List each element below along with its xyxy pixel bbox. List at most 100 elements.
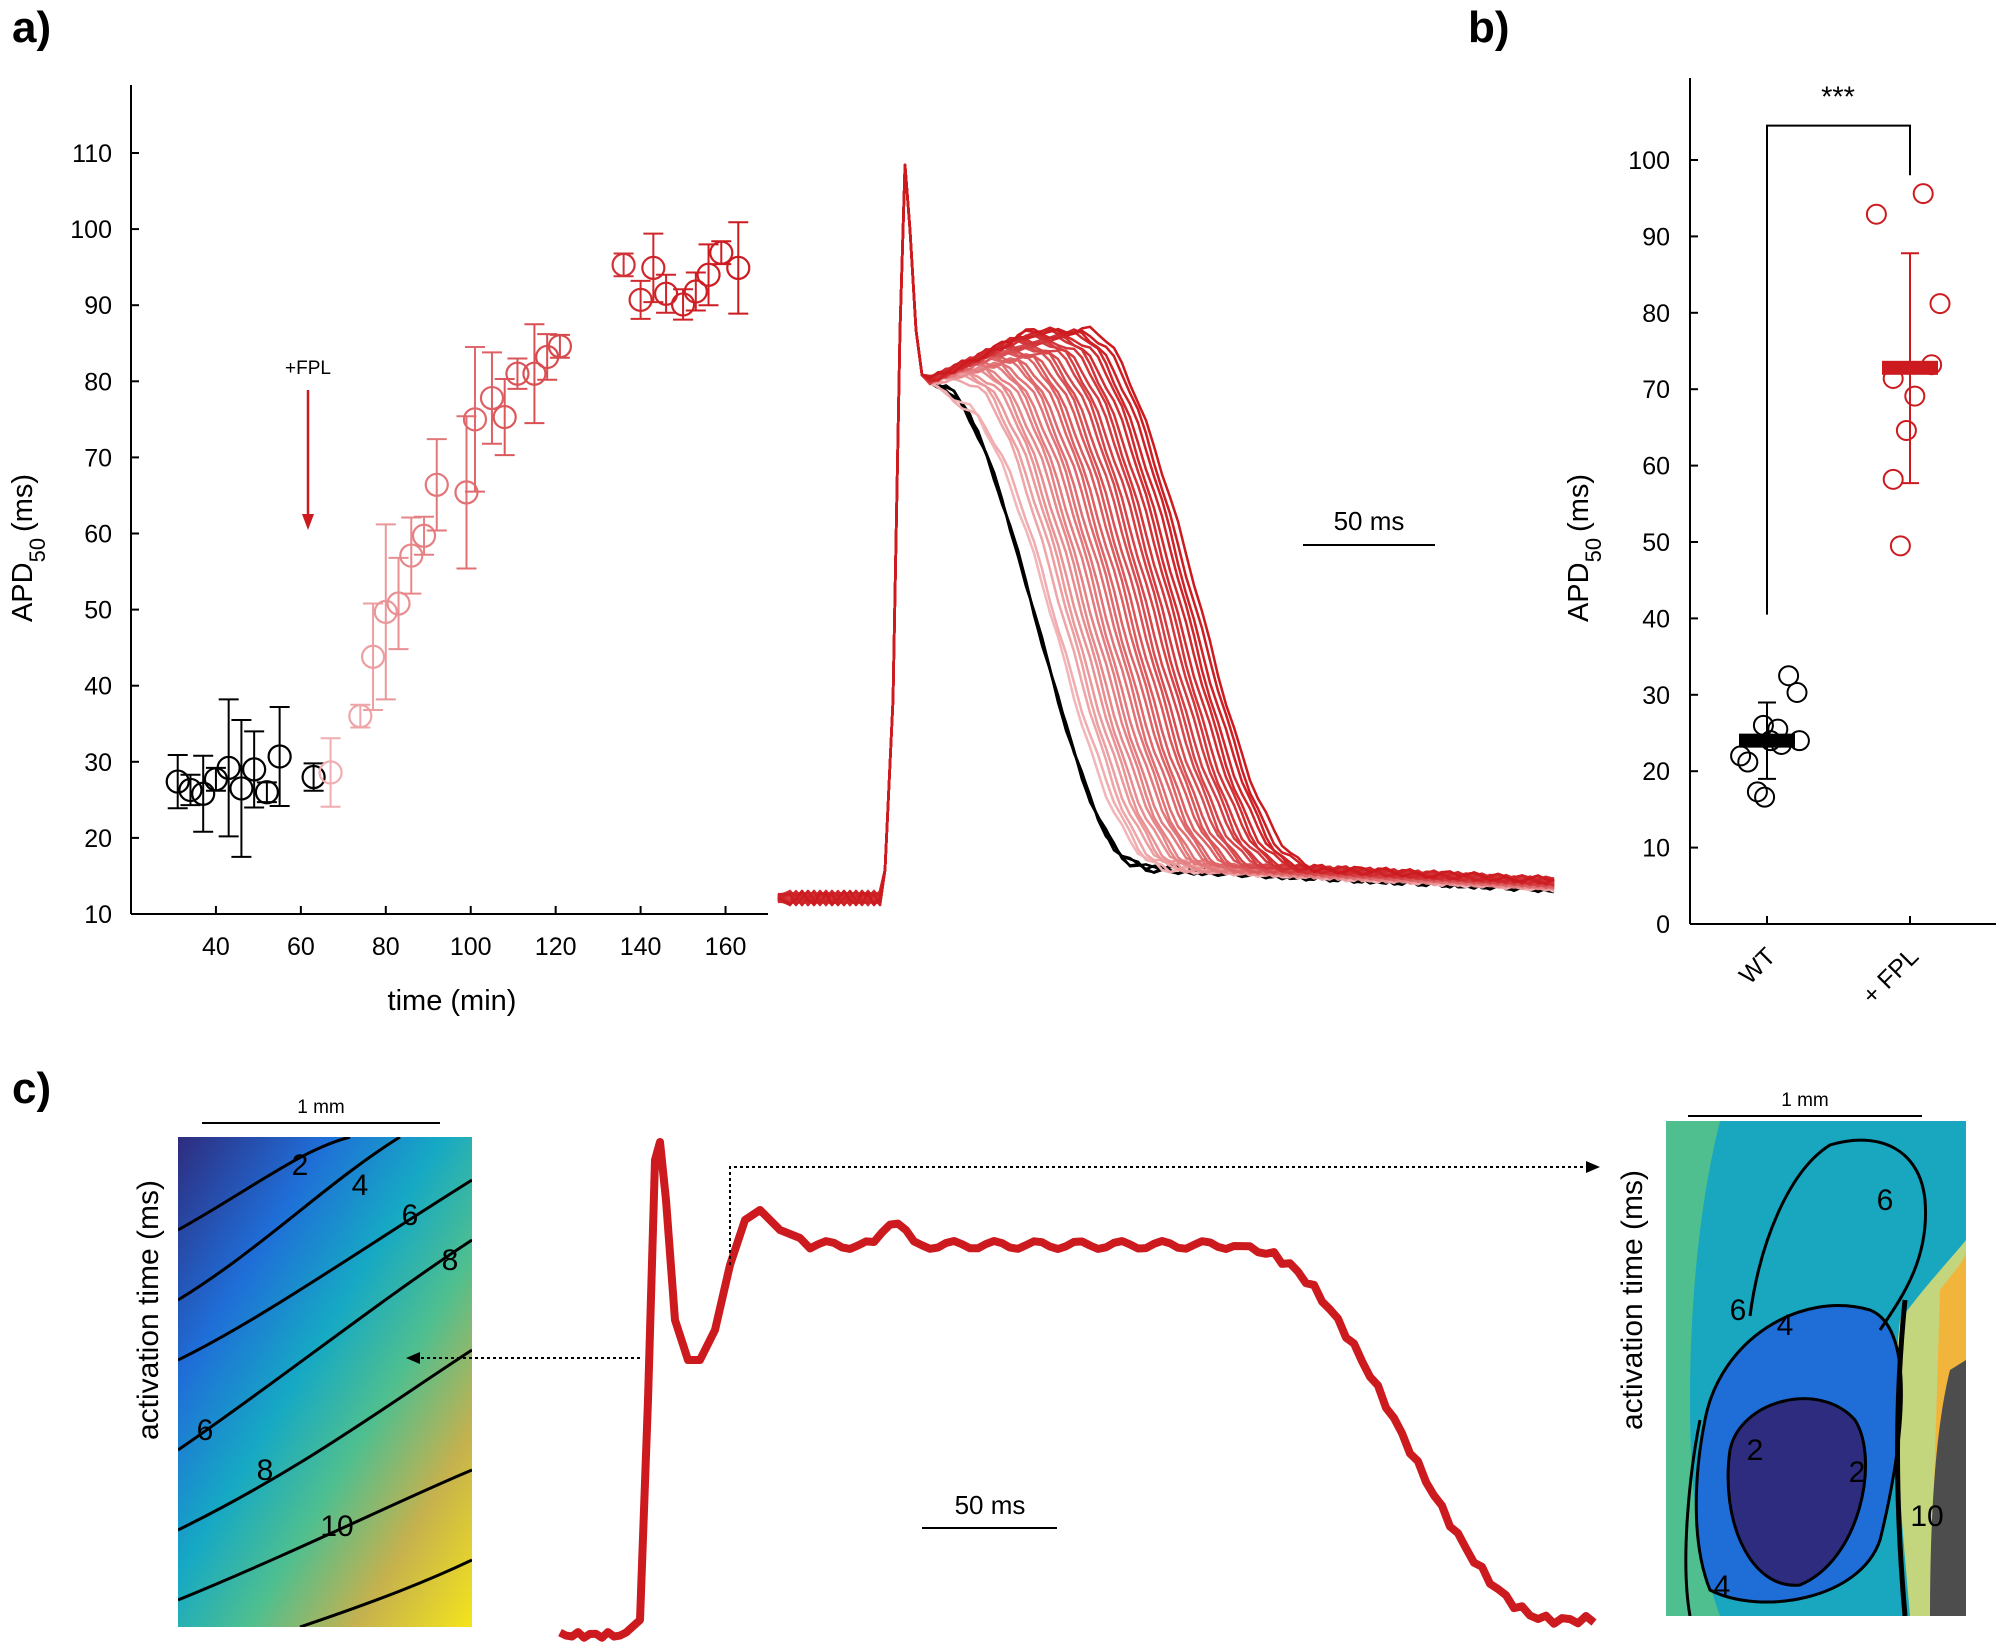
a-x-tick-label: 140: [620, 933, 662, 961]
a-data-point: [178, 777, 203, 803]
b-y-axis-label: APD50(ms): [1563, 474, 1606, 622]
b-x-tick-label: + FPL: [1857, 942, 1925, 1010]
a-data-point: [683, 279, 708, 304]
panel-label-a: a): [12, 3, 51, 52]
b-data-point: [1767, 718, 1789, 740]
significance-bracket: [1766, 124, 1911, 615]
a-data-point: [547, 334, 573, 359]
a-y-tick-label: 100: [70, 216, 112, 244]
c-left-contour-label: 8: [442, 1244, 459, 1277]
a-data-point: [165, 769, 190, 794]
a-x-axis-label: time (min): [388, 985, 517, 1017]
a-y-tick-label: 20: [84, 825, 112, 853]
c-right-heatmap: [1666, 1121, 1966, 1616]
panel-a-timecourse: 10 20 30 40 50 60 70 80 90 100 110 40 60 80 100 120 140…: [7, 85, 768, 1017]
b-y-tick-label: 90: [1642, 223, 1670, 251]
b-y-ticks: 0 10 20 30 40 50 60 70 80 90 100: [1628, 147, 1698, 939]
c-right-contour-label: 6: [1730, 1294, 1747, 1327]
a-data-point: [492, 404, 517, 430]
a-data-point: [505, 361, 530, 386]
significance-stars: ***: [1821, 82, 1855, 114]
b-x-tick-label: WT: [1734, 942, 1781, 989]
a-x-tick-label: 80: [372, 933, 400, 961]
a-data-point: [696, 262, 721, 287]
b-data-points: [1730, 183, 1951, 808]
b-y-tick-label: 40: [1642, 605, 1670, 633]
panel-a-traces: 50 ms: [777, 163, 1555, 907]
b-data-point: [1760, 730, 1782, 752]
c-right-contour-label: 4: [1777, 1309, 1794, 1342]
b-data-point: [1730, 745, 1752, 767]
b-data-point: [1882, 468, 1904, 490]
c-right-scalebar-label: 1 mm: [1781, 1090, 1829, 1111]
a-data-point: [424, 472, 449, 497]
b-data-point: [1770, 733, 1792, 755]
panel-c-trace: 50 ms: [406, 1138, 1600, 1642]
a-y-tick-label: 10: [84, 901, 112, 929]
c-left-heatmap: [178, 1137, 472, 1627]
c-arrow-right-head: [1586, 1161, 1600, 1173]
b-data-point: [1737, 751, 1759, 773]
c-ap-trace: [558, 1138, 1597, 1642]
a-y-ticks: 10 20 30 40 50 60 70 80 90 100 110: [70, 140, 139, 929]
a-data-point: [726, 255, 751, 281]
a-data-points: [165, 221, 751, 858]
c-left-contour-label: 10: [320, 1510, 353, 1543]
c-left-contour-label: 8: [257, 1454, 274, 1487]
b-data-point: [1746, 781, 1768, 803]
a-y-tick-label: 110: [72, 140, 112, 168]
a-x-tick-label: 100: [450, 933, 492, 961]
b-data-point: [1882, 368, 1904, 390]
c-left-contour-label: 6: [197, 1414, 214, 1447]
a-y-axis-label: APD50(ms): [7, 474, 50, 622]
a-data-point: [641, 255, 666, 281]
a-data-point: [216, 755, 241, 780]
panel-b-summary: 0 10 20 30 40 50 60 70 80 90 100 WT + FPL APD50(ms)…: [1563, 78, 1996, 1010]
a-y-tick-label: 90: [84, 292, 112, 320]
c-right-colorbar-label: activation time (ms): [1616, 1170, 1649, 1430]
a-data-point: [242, 757, 267, 782]
a-y-tick-label: 30: [84, 749, 112, 777]
a-data-point: [709, 240, 734, 265]
a-y-tick-label: 50: [84, 597, 112, 625]
ap-trace-line: [777, 163, 1555, 906]
c-left-contour-label: 4: [352, 1169, 369, 1202]
b-data-point: [1912, 183, 1934, 205]
b-data-point: [1895, 419, 1917, 441]
a-data-point: [254, 780, 279, 805]
a-x-tick-label: 120: [535, 933, 577, 961]
b-y-tick-label: 30: [1642, 682, 1670, 710]
a-x-ticks: 40 60 80 100 120 140 160: [202, 906, 746, 961]
b-y-tick-label: 70: [1642, 376, 1670, 404]
a-data-point: [191, 781, 216, 806]
ap-traces: [777, 163, 1555, 907]
a-y-tick-label: 80: [84, 368, 112, 396]
b-x-ticks: WT + FPL: [1734, 916, 1924, 1010]
b-data-point: [1788, 730, 1810, 752]
c-scalebar-label: 50 ms: [955, 1490, 1026, 1520]
a-data-point: [348, 704, 373, 729]
a-data-point: [628, 287, 653, 312]
c-right-contour-label: 2: [1747, 1434, 1764, 1467]
b-y-tick-label: 60: [1642, 453, 1670, 481]
a-x-tick-label: 60: [287, 933, 315, 961]
b-y-tick-label: 10: [1642, 835, 1670, 863]
b-y-tick-label: 100: [1628, 147, 1670, 175]
c-left-contour-label: 6: [402, 1199, 419, 1232]
b-data-point: [1786, 682, 1808, 704]
a-x-tick-label: 160: [705, 933, 747, 961]
c-right-contour-label: 6: [1877, 1184, 1894, 1217]
panel-label-b: b): [1468, 3, 1510, 52]
c-right-contour-label: 2: [1849, 1456, 1866, 1489]
a-data-point: [386, 591, 411, 616]
a-y-tick-label: 60: [84, 521, 112, 549]
a-data-point: [318, 760, 343, 785]
a-scalebar-label: 50 ms: [1334, 506, 1405, 536]
b-y-tick-label: 80: [1642, 300, 1670, 328]
a-y-tick-label: 70: [84, 444, 112, 472]
b-data-point: [1754, 786, 1776, 808]
a-y-tick-label: 40: [84, 673, 112, 701]
